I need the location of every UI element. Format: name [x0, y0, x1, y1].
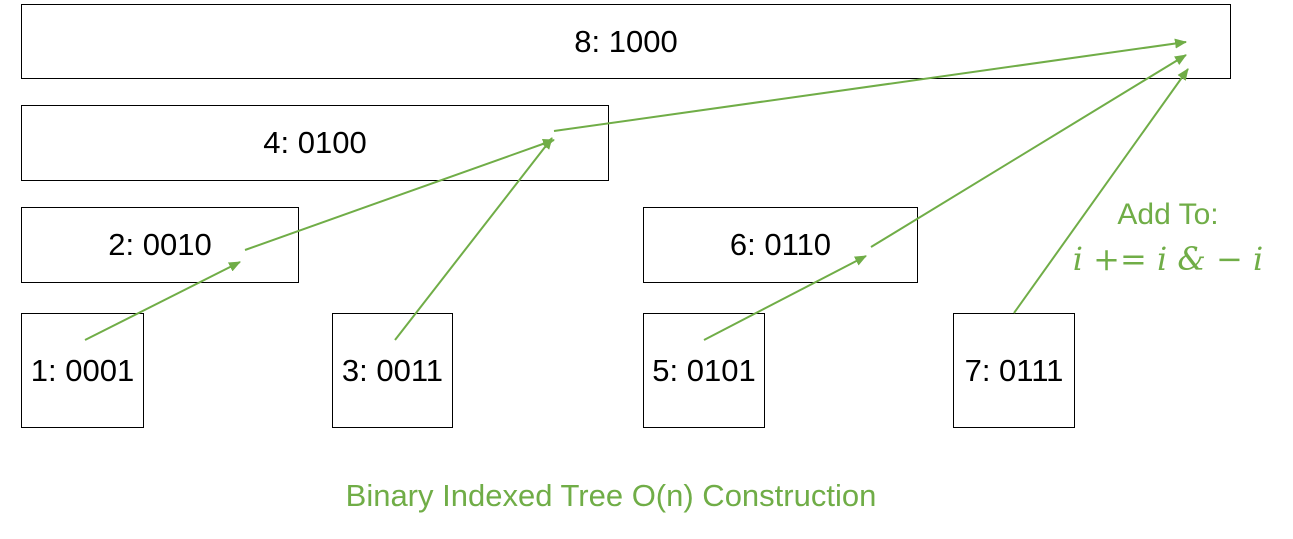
node-8: 8: 1000: [21, 4, 1231, 79]
edge-2-to-4: [244, 138, 555, 251]
edge-3-to-4: [394, 137, 553, 341]
node-7: 7: 0111: [953, 313, 1075, 428]
node-2: 2: 0010: [21, 207, 299, 283]
edge-1-to-2: [84, 261, 241, 341]
node-6: 6: 0110: [643, 207, 918, 283]
node-6-label: 6: 0110: [729, 227, 832, 262]
node-2-label: 2: 0010: [108, 227, 212, 262]
node-4-label: 4: 0100: [263, 125, 367, 160]
node-3-label: 3: 0011: [341, 352, 444, 388]
node-8-label: 8: 1000: [574, 23, 678, 59]
diagram-caption: Binary Indexed Tree O(n) Construction: [345, 478, 877, 513]
node-5: 5: 0101: [643, 313, 765, 428]
rule-heading: Add To:: [1117, 198, 1219, 231]
node-4: 4: 0100: [21, 105, 609, 181]
edge-7-to-8: [1013, 68, 1189, 314]
node-5-label: 5: 0101: [652, 352, 756, 388]
node-7-label: 7: 0111: [964, 352, 1064, 388]
node-3: 3: 0011: [332, 313, 453, 428]
rule-formula: i += i & − i: [1072, 240, 1264, 278]
edge-4-to-8: [553, 38, 1187, 132]
node-1-label: 1: 0001: [30, 352, 135, 388]
node-1: 1: 0001: [21, 313, 144, 428]
edge-6-to-8: [870, 54, 1187, 248]
edge-5-to-6: [703, 255, 867, 341]
